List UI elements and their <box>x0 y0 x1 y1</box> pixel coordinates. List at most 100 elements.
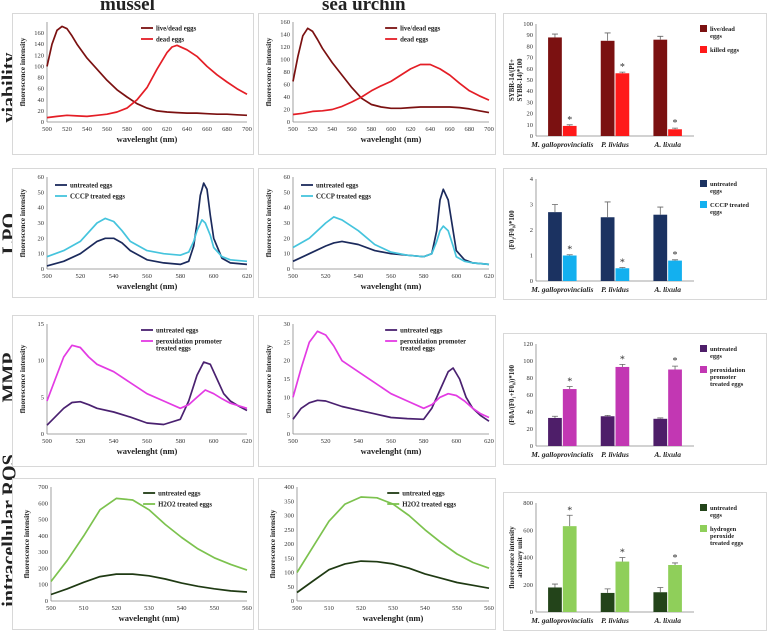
x-axis-label: wavelenght (nm) <box>363 613 424 623</box>
x-tick-label: 520 <box>321 273 331 280</box>
y-tick-label: 0 <box>530 278 533 285</box>
x-tick-label: 640 <box>182 126 192 133</box>
bar-1-0 <box>562 389 577 446</box>
legend-label: untreated <box>710 181 737 188</box>
x-tick-label: 500 <box>288 273 298 280</box>
y-tick-label: 10 <box>527 122 534 129</box>
x-axis-label: wavelenght (nm) <box>117 446 178 456</box>
y-tick-label: 400 <box>284 484 294 491</box>
bar-1-2 <box>668 129 682 136</box>
y-tick-label: 100 <box>280 57 290 64</box>
series-line-1 <box>46 44 248 119</box>
legend-label: untreated eggs <box>70 183 113 190</box>
series-line-1 <box>46 217 248 263</box>
y-tick-label: 15 <box>38 321 45 328</box>
error-bar <box>566 386 573 390</box>
y-tick-label: 50 <box>38 189 45 196</box>
x-tick-label: 530 <box>144 605 154 612</box>
legend-label: treated eggs <box>156 346 191 353</box>
x-tick-label: 580 <box>175 273 185 280</box>
legend-label: untreated eggs <box>400 328 443 335</box>
x-tick-label: 520 <box>75 438 85 445</box>
chart-panel-via_bar: 0 10 20 30 40 50 60 70 80 90 100 SYBR-14/(PI+ SYBR-1… <box>503 13 767 155</box>
bar-1-0 <box>562 255 577 281</box>
legend-label: peroxidation <box>710 367 746 374</box>
y-tick-label: 160 <box>280 19 290 26</box>
legend-label: eggs <box>710 33 722 40</box>
significance-star: * <box>673 356 678 367</box>
y-tick-label: 0 <box>530 443 533 450</box>
y-tick-label: 80 <box>527 375 534 382</box>
bar-1-2 <box>668 369 682 446</box>
error-bar <box>672 562 679 565</box>
y-tick-label: 20 <box>38 108 45 115</box>
significance-star: * <box>673 250 678 261</box>
y-tick-label: 0 <box>291 598 294 605</box>
y-tick-label: 25 <box>284 339 291 346</box>
y-tick-label: 400 <box>38 533 48 540</box>
x-tick-label: 620 <box>242 273 252 280</box>
series-line-1 <box>292 216 490 266</box>
y-tick-label: 100 <box>523 21 533 28</box>
x-tick-label: 520 <box>321 438 331 445</box>
bar-1-1 <box>615 73 630 136</box>
y-tick-label: 60 <box>284 174 291 181</box>
y-tick-label: 20 <box>38 235 45 242</box>
y-tick-label: 120 <box>523 341 533 348</box>
y-tick-label: 10 <box>284 394 291 401</box>
significance-star: * <box>620 354 625 365</box>
y-tick-label: 100 <box>38 582 48 589</box>
x-tick-label: 580 <box>122 126 132 133</box>
bar-0-1 <box>600 40 615 136</box>
series-line-0 <box>46 25 248 117</box>
x-tick-label: 560 <box>242 605 252 612</box>
legend-label: dead eggs <box>156 37 184 44</box>
x-tick-label: 680 <box>222 126 232 133</box>
error-bar <box>566 124 573 126</box>
y-tick-label: 40 <box>527 409 534 416</box>
chart-panel-ros_bar: 0 200 400 600 800 fluorescence intensity arbit… <box>503 492 767 631</box>
y-tick-label: 140 <box>280 32 290 39</box>
y-axis-label: arbitrary unit <box>517 536 524 577</box>
legend-label: untreated <box>710 505 737 512</box>
category-label: M. galloprovincialis <box>530 140 593 149</box>
y-tick-label: 20 <box>284 358 291 365</box>
series-line-0 <box>292 27 490 114</box>
y-tick-label: 3 <box>530 202 533 209</box>
bar-0-2 <box>653 39 668 136</box>
x-tick-label: 520 <box>356 605 366 612</box>
y-tick-label: 15 <box>284 376 291 383</box>
significance-star: * <box>567 245 572 256</box>
legend-swatch <box>700 25 707 32</box>
x-tick-label: 580 <box>419 273 429 280</box>
y-tick-label: 0 <box>287 266 290 273</box>
legend-label: CCCP treated eggs <box>70 194 125 201</box>
legend-label: treated eggs <box>710 540 744 547</box>
x-tick-label: 560 <box>142 438 152 445</box>
y-tick-label: 300 <box>284 513 294 520</box>
x-tick-label: 580 <box>175 438 185 445</box>
series-line-1 <box>292 330 490 419</box>
chart-svg-ros_mussel: 500 510 520 530 540 550 560 0 100 200 300 400 500 600… <box>22 484 252 623</box>
chart-panel-lpo_bar: 0 1 2 3 4 (F0₁/F0₀)*100 M. galloprovincialis * P… <box>503 168 767 300</box>
y-tick-label: 20 <box>527 111 534 118</box>
x-tick-label: 500 <box>288 438 298 445</box>
legend-label: live/dead <box>710 26 735 33</box>
y-tick-label: 800 <box>523 500 533 507</box>
y-tick-label: 20 <box>527 426 534 433</box>
chart-svg-ros_urchin: 500 510 520 530 540 550 560 0 50 100 150 200 250 300 3… <box>268 484 494 623</box>
category-label: A. lixula <box>653 450 681 459</box>
y-tick-label: 2 <box>530 227 533 234</box>
error-bar <box>657 587 664 593</box>
y-tick-label: 60 <box>527 66 534 73</box>
series-line-1 <box>292 63 490 116</box>
y-tick-label: 0 <box>287 431 290 438</box>
x-tick-label: 600 <box>209 438 219 445</box>
y-tick-label: 0 <box>41 266 44 273</box>
y-tick-label: 150 <box>284 555 294 562</box>
y-axis-label: (F0A/(F0₁+F0₀))*100 <box>509 364 516 425</box>
x-tick-label: 700 <box>484 126 494 133</box>
legend-label: H2O2 treated eggs <box>158 502 212 509</box>
x-axis-label: wavelenght (nm) <box>119 613 180 623</box>
legend-label: eggs <box>710 512 722 519</box>
